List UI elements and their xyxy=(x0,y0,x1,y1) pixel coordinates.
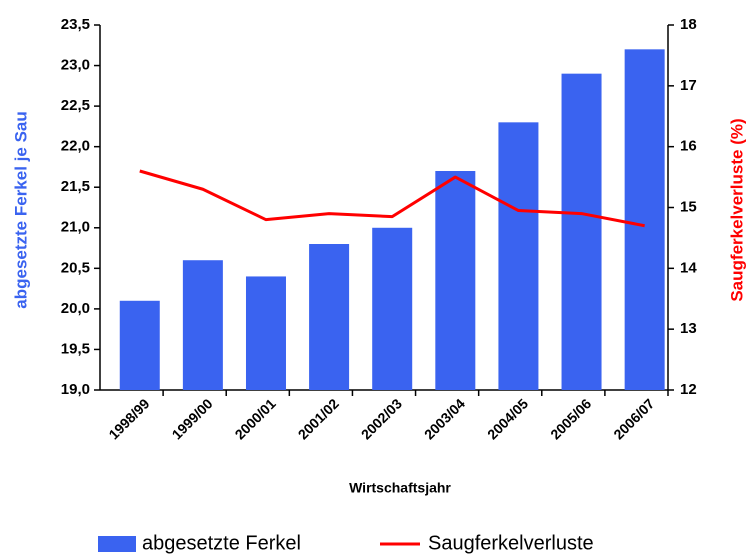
x-tick-label: 1999/00 xyxy=(169,395,216,442)
y-tick-label: 22,5 xyxy=(61,97,90,114)
y-tick-label: 23,5 xyxy=(61,16,90,33)
y2-tick-label: 16 xyxy=(680,138,697,155)
x-tick-label: 2003/04 xyxy=(421,395,468,442)
y-tick-label: 20,0 xyxy=(61,300,90,317)
y-tick-label: 20,5 xyxy=(61,259,90,276)
bar xyxy=(309,244,350,390)
y-tick-label: 19,0 xyxy=(61,381,90,398)
y-tick-label: 21,5 xyxy=(61,178,90,195)
y-tick-label: 22,0 xyxy=(61,138,90,155)
legend-label: abgesetzte Ferkel xyxy=(142,532,301,554)
y2-tick-label: 12 xyxy=(680,381,697,398)
y2-tick-label: 13 xyxy=(680,320,697,337)
legend-label: Saugferkelverluste xyxy=(428,532,594,554)
y2-axis-title: Saugferkelverluste (%) xyxy=(727,118,746,301)
bar xyxy=(435,171,476,390)
y-tick-label: 19,5 xyxy=(61,340,90,357)
bar xyxy=(182,260,223,390)
x-tick-label: 2000/01 xyxy=(232,395,279,442)
bar xyxy=(624,49,665,390)
bar xyxy=(245,276,286,390)
y2-tick-label: 15 xyxy=(680,198,697,215)
x-tick-label: 2002/03 xyxy=(358,395,405,442)
bar xyxy=(119,300,160,390)
x-tick-label: 2006/07 xyxy=(610,395,657,442)
y-tick-label: 23,0 xyxy=(61,57,90,74)
y2-tick-label: 18 xyxy=(680,16,697,33)
y2-tick-label: 17 xyxy=(680,77,697,94)
x-axis-title: Wirtschaftsjahr xyxy=(349,480,451,496)
y2-tick-label: 14 xyxy=(680,259,697,276)
bar xyxy=(372,227,413,390)
x-tick-label: 1998/99 xyxy=(105,395,152,442)
y-tick-label: 21,0 xyxy=(61,219,90,236)
x-tick-label: 2001/02 xyxy=(295,395,342,442)
legend-swatch xyxy=(98,536,136,552)
x-tick-label: 2004/05 xyxy=(484,395,531,442)
bar xyxy=(498,122,539,390)
x-tick-label: 2005/06 xyxy=(547,395,594,442)
y-axis-title: abgesetzte Ferkel je Sau xyxy=(11,111,30,308)
bar xyxy=(561,73,602,391)
line xyxy=(139,169,645,228)
